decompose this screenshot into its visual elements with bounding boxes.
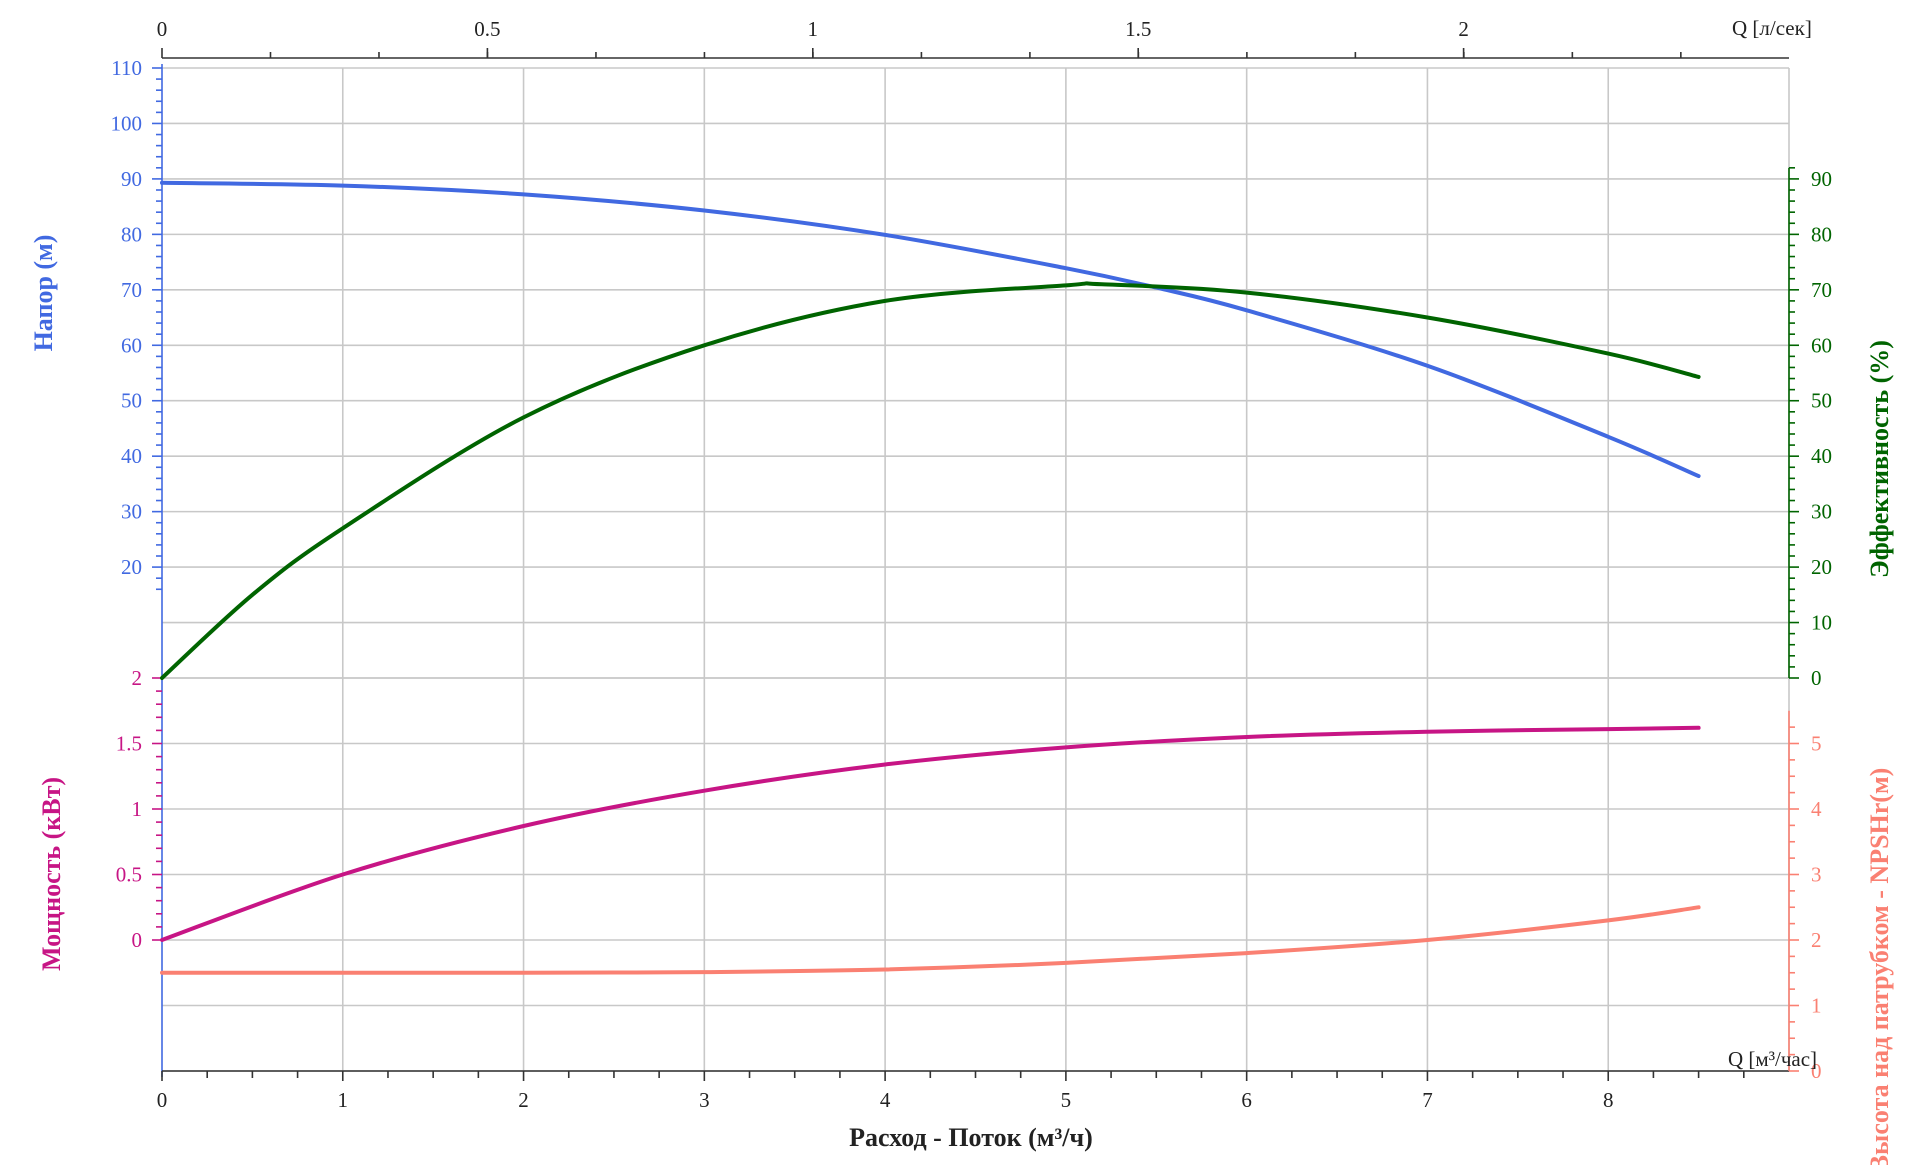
efficiency-axis-tick-label: 40 [1811,444,1832,468]
npsh-axis-label: Высота над патрубком - NPSHr(м) [1865,768,1894,1165]
x-bottom-tick-label: 1 [338,1088,349,1112]
x-bottom-tick-label: 8 [1603,1088,1614,1112]
npsh-axis-tick-label: 5 [1811,732,1822,756]
head-axis-tick-label: 20 [121,555,142,579]
efficiency-axis-tick-label: 50 [1811,389,1832,413]
power-axis-label: Мощность (кВт) [37,777,66,971]
grid-lines [162,67,1790,1072]
x-top-tick-label: 0.5 [474,17,500,41]
ticks: 0 1 2 3 4 5 6 7 80 0.5 1 1.5 22030405060708090100110… [111,17,1833,1112]
head-axis-tick-label: 60 [121,333,142,357]
npsh-axis-tick-label: 2 [1811,928,1822,952]
x-bottom-tick-label: 5 [1061,1088,1072,1112]
npsh-axis-tick-label: 3 [1811,863,1822,887]
efficiency-axis-label: Эффективность (%) [1865,340,1894,578]
head-axis-tick-label: 70 [121,278,142,302]
x-bottom-tick-label: 3 [699,1088,710,1112]
efficiency-axis-tick-label: 20 [1811,555,1832,579]
head-axis-tick-label: 100 [111,111,143,135]
efficiency-axis-tick-label: 30 [1811,500,1832,524]
head-axis-tick-label: 90 [121,167,142,191]
x-bottom-unit-label: Q [м³/час] [1728,1047,1817,1071]
x-bottom-tick-label: 7 [1422,1088,1433,1112]
power-curve [160,725,1701,942]
head-axis-label: Напор (м) [29,235,58,352]
head-axis-tick-label: 30 [121,500,142,524]
power-axis-tick-label: 0 [132,928,143,952]
efficiency-axis-tick-label: 60 [1811,333,1832,357]
x-top-tick-label: 1 [808,17,819,41]
efficiency-axis-tick-label: 80 [1811,222,1832,246]
head-curve [160,180,1701,479]
head-axis-tick-label: 80 [121,222,142,246]
x-top-tick-label: 2 [1458,17,1469,41]
power-axis-tick-label: 1 [132,797,143,821]
head-axis-tick-label: 110 [111,56,142,80]
x-axis-title: Расход - Поток (м³/ч) [849,1123,1093,1152]
power-axis-tick-label: 0.5 [116,863,142,887]
power-axis-tick-label: 2 [132,666,143,690]
npsh-axis-tick-label: 4 [1811,797,1822,821]
x-bottom-tick-label: 2 [518,1088,529,1112]
x-bottom-tick-label: 0 [157,1088,168,1112]
x-top-unit-label: Q [л/сек] [1732,16,1812,40]
series-lines [160,180,1701,975]
efficiency-axis-tick-label: 90 [1811,167,1832,191]
x-top-tick-label: 0 [157,17,168,41]
npsh-axis-tick-label: 1 [1811,994,1822,1018]
efficiency-curve [160,281,1701,680]
x-top-tick-label: 1.5 [1125,17,1151,41]
efficiency-axis-tick-label: 0 [1811,666,1822,690]
efficiency-axis-tick-label: 10 [1811,611,1832,635]
x-bottom-tick-label: 4 [880,1088,891,1112]
npsh-curve [160,905,1701,975]
power-axis-tick-label: 1.5 [116,732,142,756]
head-axis-tick-label: 50 [121,389,142,413]
x-bottom-tick-label: 6 [1241,1088,1252,1112]
efficiency-axis-tick-label: 70 [1811,278,1832,302]
head-axis-tick-label: 40 [121,444,142,468]
npsh-axis-tick-label: 0 [1811,1059,1822,1083]
